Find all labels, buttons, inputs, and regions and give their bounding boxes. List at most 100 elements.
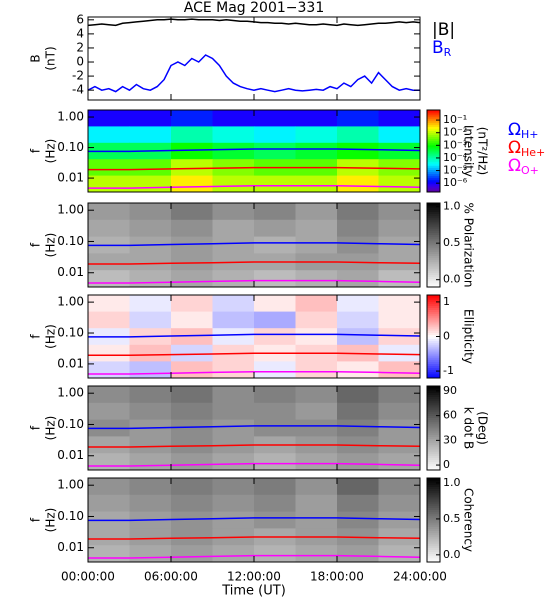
heatmap-cell — [295, 270, 338, 288]
y-tick-label: 1.00 — [57, 203, 84, 217]
heatmap-cell — [212, 419, 255, 437]
heatmap-cell — [378, 386, 421, 404]
colorbar-swatch — [427, 547, 440, 550]
heatmap-cell — [295, 203, 338, 221]
heatmap-cell — [171, 511, 213, 529]
y-tick-label: 0.10 — [57, 140, 84, 154]
heatmap-cell — [88, 110, 130, 127]
colorbar-swatch — [427, 215, 440, 219]
colorbar-swatch — [427, 309, 440, 313]
heatmap-cell — [129, 110, 172, 127]
heatmap-cell — [254, 142, 296, 160]
heatmap-cell — [378, 126, 421, 144]
colorbar-swatch — [427, 430, 440, 433]
series-line — [88, 536, 421, 540]
colorbar-swatch — [427, 175, 440, 179]
colorbar-swatch — [427, 432, 440, 435]
heatmap-cell — [337, 203, 379, 221]
colorbar-swatch — [427, 165, 440, 168]
colorbar-swatch — [427, 494, 440, 498]
heatmap-cell — [295, 386, 338, 404]
colorbar-swatch — [427, 457, 440, 460]
heatmap-cell — [88, 453, 130, 471]
heatmap-cell — [212, 110, 255, 127]
y-tick-label: 1.00 — [57, 386, 84, 400]
colorbar-swatch — [427, 509, 440, 513]
colorbar-swatch — [427, 386, 440, 389]
colorbar-swatch — [427, 130, 440, 134]
colorbar-swatch — [427, 313, 440, 317]
colorbar-swatch — [427, 155, 440, 158]
heatmap-cell — [295, 511, 338, 529]
heatmap-cell — [337, 236, 379, 254]
heatmap-cell — [129, 453, 172, 471]
colorbar-swatch — [427, 221, 440, 225]
heatmap-cell — [337, 295, 379, 313]
colorbar-tick-label: 0 — [443, 458, 450, 471]
heatmap-cell — [378, 328, 421, 346]
heatmap-cell — [129, 219, 172, 238]
x-tick-label: 06:00:00 — [144, 570, 198, 584]
heatmap-cell — [337, 386, 379, 404]
heatmap-cell — [212, 453, 255, 471]
y-tick-label: -2 — [72, 69, 84, 83]
heatmap-cell — [337, 419, 379, 437]
y-axis-label: f — [29, 334, 43, 339]
y-tick-label: 6 — [76, 12, 84, 26]
heatmap-cell — [171, 219, 213, 238]
colorbar-swatch — [427, 319, 440, 323]
colorbar-swatch — [427, 486, 440, 489]
heatmap-cell — [212, 295, 255, 313]
colorbar-swatch — [427, 169, 440, 172]
heatmap-cell — [88, 478, 130, 496]
colorbar-swatch — [427, 295, 440, 298]
colorbar-swatch — [427, 124, 440, 127]
legend-name: Ω — [508, 156, 521, 176]
colorbar-swatch — [427, 167, 440, 170]
colorbar-swatch — [427, 305, 440, 308]
colorbar-swatch — [427, 411, 440, 414]
colorbar-swatch — [427, 465, 440, 469]
colorbar-swatch — [427, 413, 440, 416]
colorbar-swatch — [427, 428, 440, 431]
heatmap-cell — [171, 453, 213, 471]
colorbar-swatch — [427, 238, 440, 242]
heatmap-cell — [88, 295, 130, 313]
heatmap-cell — [378, 203, 421, 221]
heatmap-cell — [212, 126, 255, 144]
heatmap-cell — [129, 494, 172, 513]
colorbar-tick-label: 1 — [443, 295, 450, 308]
colorbar-swatch — [427, 224, 440, 227]
heatmap-cell — [88, 219, 130, 238]
heatmap-cell — [88, 175, 130, 193]
colorbar-swatch — [427, 134, 440, 138]
colorbar-swatch — [427, 440, 440, 444]
heatmap-cell — [212, 494, 255, 513]
heatmap-cell — [254, 126, 296, 144]
heatmap-cell — [295, 478, 338, 496]
heatmap-cell — [212, 219, 255, 238]
colorbar-swatch — [427, 499, 440, 502]
colorbar-swatch — [427, 274, 440, 277]
chart-title: ACE Mag 2001−331 — [184, 0, 324, 16]
heatmap-cell — [337, 361, 379, 379]
y-tick-label: 0.01 — [57, 356, 84, 370]
colorbar-swatch — [427, 503, 440, 506]
colorbar-swatch — [427, 524, 440, 527]
heatmap-cell — [129, 478, 172, 496]
colorbar-swatch — [427, 346, 440, 350]
colorbar-swatch — [427, 419, 440, 423]
colorbar-swatch — [427, 373, 440, 377]
y-axis-label: (nT) — [44, 46, 58, 70]
colorbar-swatch — [427, 110, 440, 113]
heatmap-cell — [171, 402, 213, 421]
y-tick-label: -4 — [72, 83, 84, 97]
colorbar-swatch — [427, 461, 440, 465]
colorbar-swatch — [427, 217, 440, 221]
colorbar-swatch — [427, 211, 440, 214]
colorbar-swatch — [427, 311, 440, 315]
colorbar-label: Ellipticity — [462, 309, 476, 364]
heatmap-cell — [212, 478, 255, 496]
colorbar-swatch — [427, 146, 440, 150]
colorbar-swatch — [427, 253, 440, 256]
